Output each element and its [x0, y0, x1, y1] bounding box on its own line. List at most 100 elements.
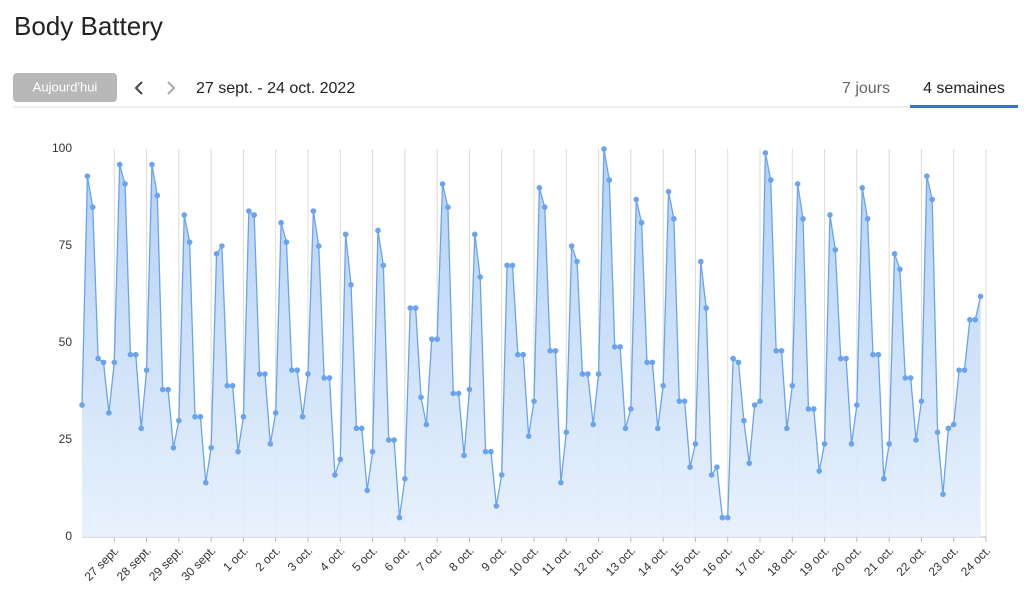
point: [369, 448, 376, 455]
point: [832, 247, 839, 253]
point: [961, 367, 968, 373]
point: [111, 359, 118, 366]
point: [816, 468, 822, 474]
point: [601, 146, 607, 152]
point: [638, 219, 645, 226]
point: [149, 161, 155, 168]
chart: 0 25 50 75 100 27 sept.28 sept.29 sept.30 sep…: [52, 141, 993, 583]
point: [660, 382, 666, 389]
today-button[interactable]: [13, 73, 117, 102]
point: [488, 448, 494, 455]
point: [106, 410, 112, 416]
point: [418, 394, 424, 401]
point: [493, 503, 500, 509]
prev-arrow[interactable]: [134, 81, 143, 95]
point: [924, 173, 930, 179]
point: [342, 231, 349, 238]
tab-underline: [910, 105, 1018, 108]
point: [891, 250, 898, 257]
point: [800, 216, 806, 222]
point: [606, 177, 613, 183]
point: [202, 479, 209, 486]
x-tick-label: 29 sept.: [146, 543, 186, 583]
x-tick-label: 22 oct.: [893, 543, 928, 578]
x-tick-label: 3 oct.: [285, 543, 316, 574]
point: [224, 382, 231, 389]
point: [708, 472, 715, 478]
next-arrow[interactable]: [167, 81, 176, 95]
point: [170, 444, 177, 451]
point: [590, 421, 596, 428]
point: [299, 413, 306, 420]
point: [472, 231, 478, 238]
point: [875, 351, 882, 358]
point: [671, 216, 677, 222]
point: [246, 208, 252, 214]
point: [741, 417, 747, 424]
point: [256, 371, 263, 377]
x-tick-label: 4 oct.: [317, 543, 348, 574]
point: [428, 336, 435, 342]
point: [385, 437, 392, 443]
point: [848, 441, 855, 447]
point: [359, 425, 365, 432]
point: [886, 441, 892, 447]
point: [854, 402, 860, 408]
x-tick-label: 12 oct.: [571, 543, 606, 578]
point: [326, 375, 333, 381]
point: [525, 433, 532, 439]
point: [364, 487, 370, 494]
point: [181, 212, 188, 218]
point: [498, 472, 505, 478]
point: [789, 382, 796, 389]
point: [934, 429, 941, 436]
point: [504, 262, 510, 269]
today-button-label[interactable]: Aujourd'hui: [33, 79, 98, 94]
point: [622, 425, 629, 432]
point: [482, 448, 489, 455]
point: [929, 196, 935, 203]
point: [100, 359, 107, 366]
point: [143, 367, 150, 373]
point: [122, 181, 128, 187]
x-tick-label: 27 sept.: [82, 543, 122, 583]
x-tick-label: 21 oct.: [861, 543, 896, 578]
point: [681, 398, 688, 405]
point: [531, 398, 537, 405]
point: [585, 371, 591, 377]
point: [821, 441, 828, 447]
point: [310, 208, 317, 214]
tab[interactable]: 4 semaines: [923, 80, 1005, 97]
point: [208, 444, 214, 451]
point: [870, 351, 876, 358]
point: [644, 359, 650, 366]
x-tick-label: 17 oct.: [732, 543, 767, 578]
point: [515, 351, 521, 358]
point: [133, 351, 139, 358]
point: [283, 239, 290, 245]
point: [811, 406, 817, 412]
point: [536, 185, 543, 191]
x-tick-label: 30 sept.: [178, 543, 218, 583]
x-tick-label: 23 oct.: [926, 543, 961, 578]
point: [692, 441, 699, 447]
point: [950, 421, 957, 428]
y-tick-label: 50: [59, 335, 73, 349]
point: [89, 204, 96, 210]
point: [628, 406, 634, 412]
point: [762, 150, 769, 156]
y-tick-label: 0: [65, 529, 72, 543]
point: [278, 219, 284, 226]
point: [730, 355, 736, 362]
x-tick-label: 6 oct.: [382, 543, 413, 574]
x-tick-label: 5 oct.: [349, 543, 380, 574]
point: [127, 351, 134, 358]
point: [940, 491, 946, 498]
y-tick-label: 75: [59, 238, 73, 252]
point: [348, 282, 354, 288]
point: [719, 514, 726, 521]
point: [649, 359, 656, 366]
tab[interactable]: 7 jours: [842, 80, 890, 97]
point: [95, 355, 101, 362]
